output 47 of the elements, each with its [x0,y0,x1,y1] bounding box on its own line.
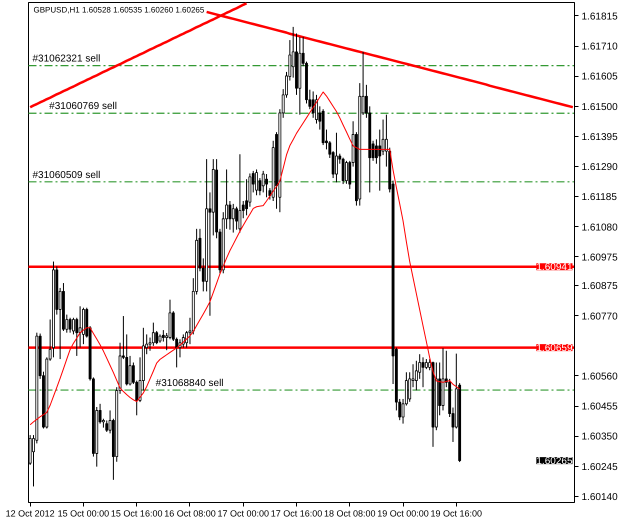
y-tick-label: 1.60245 [582,462,618,473]
y-tick-label: 1.61710 [582,42,618,53]
ref-line-label: #31062321 sell [32,54,100,65]
candlestick [105,420,108,432]
x-tick-label: 19 Oct 16:00 [430,508,482,518]
y-tick-label: 1.61500 [582,102,618,113]
ref-line-label: #31060769 sell [49,101,117,112]
candlestick [312,90,315,118]
x-tick-label: 18 Oct 08:00 [324,508,376,518]
x-tick-label: 12 Oct 2012 [6,508,55,518]
y-tick-label: 1.61395 [582,132,618,143]
y-tick-label: 1.61080 [582,222,618,234]
candlestick [265,174,268,198]
ref-line-label: #31060509 sell [32,170,100,181]
x-tick-label: 17 Oct 16:00 [270,508,322,518]
x-tick-label: 15 Oct 00:00 [58,508,110,518]
candlestick [255,168,258,196]
candlestick [345,160,348,184]
ref-line-label: #31068840 sell [156,378,224,390]
candlestick [72,317,75,335]
y-tick-label: 1.61605 [582,72,618,83]
y-tick-label: 1.60350 [582,432,618,443]
x-tick-label: 19 Oct 00:00 [377,508,429,518]
candlestick [335,132,338,183]
y-tick-label: 1.60560 [582,371,618,382]
x-tick-label: 17 Oct 00:00 [217,508,270,518]
ref-line-label: 1.60941 [536,262,573,274]
candlestick [68,317,72,334]
candlestick [342,157,345,185]
y-tick-label: 1.60770 [582,311,618,322]
y-tick-label: 1.60140 [582,492,618,503]
y-tick-label: 1.61290 [582,162,618,174]
candlestick [228,200,232,230]
candlestick [422,356,424,388]
candlestick [424,358,428,370]
y-tick-label: 1.60875 [582,281,618,292]
y-tick-label: 1.60455 [582,402,618,413]
x-tick-label: 16 Oct 08:00 [164,508,216,518]
candlestick [238,154,242,234]
x-tick-label: 15 Oct 16:00 [110,508,162,518]
candlestick [78,306,82,348]
candlestick [128,355,132,386]
y-tick-label: 1.61815 [582,11,618,22]
chart-title: GBPUSD,H1 1.60528 1.60535 1.60260 1.60265 [34,6,205,14]
y-tick-label: 1.60975 [582,252,618,264]
y-tick-label: 1.61185 [582,192,618,204]
candlestick [155,330,158,345]
